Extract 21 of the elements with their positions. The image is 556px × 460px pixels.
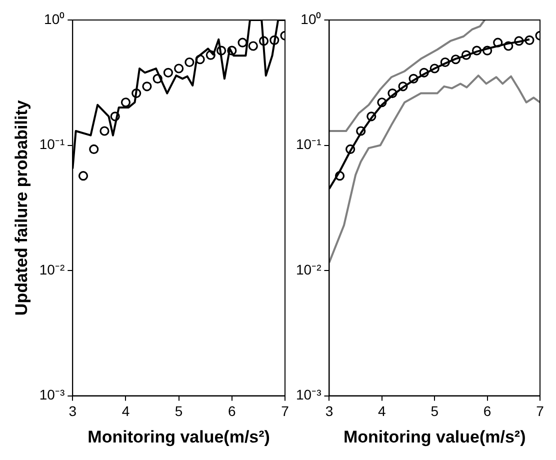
- x-tick-label: 5: [174, 403, 183, 420]
- y-tick-label: 10⁻³: [39, 386, 65, 403]
- y-tick-label: 10⁰: [44, 10, 65, 27]
- x-tick-label: 6: [483, 403, 492, 420]
- y-tick-label: 10⁻²: [39, 261, 65, 278]
- y-axis-title: Updated failure probability: [12, 100, 31, 316]
- x-tick-label: 4: [378, 403, 386, 420]
- y-tick-label: 10⁰: [300, 10, 322, 27]
- x-tick-label: 3: [68, 403, 77, 420]
- x-axis-title: Monitoring value(m/s²): [88, 427, 270, 446]
- x-tick-label: 4: [122, 403, 130, 420]
- x-tick-label: 5: [430, 403, 439, 420]
- x-tick-label: 7: [281, 403, 290, 420]
- x-axis-title: Monitoring value(m/s²): [343, 427, 526, 446]
- y-tick-label: 10⁻¹: [296, 136, 322, 152]
- y-tick-label: 10⁻¹: [39, 136, 65, 152]
- x-tick-label: 6: [228, 403, 236, 420]
- y-tick-label: 10⁻³: [296, 386, 322, 403]
- y-tick-label: 10⁻²: [296, 261, 322, 278]
- x-tick-label: 3: [325, 403, 334, 420]
- x-tick-label: 7: [536, 403, 544, 420]
